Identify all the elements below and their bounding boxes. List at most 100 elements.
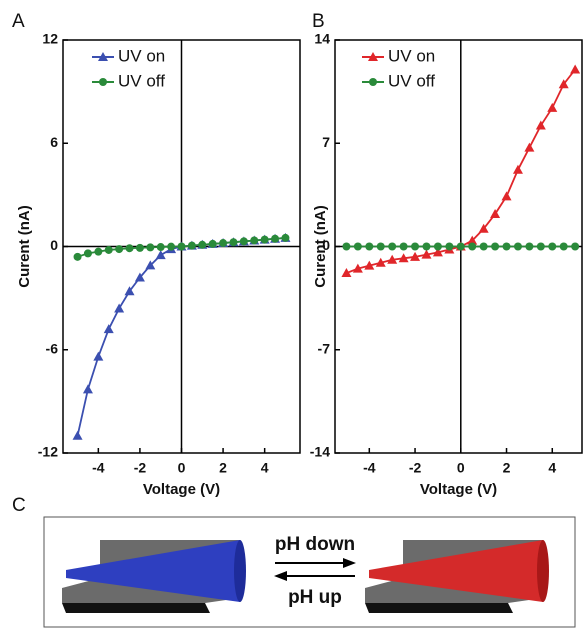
arrow-label: pH down	[275, 534, 355, 555]
marker	[155, 250, 166, 260]
x-tick-label: 2	[503, 460, 511, 476]
y-axis-label: Curent (nA)	[312, 205, 329, 288]
marker	[501, 191, 512, 201]
marker	[353, 242, 362, 251]
marker	[93, 351, 104, 361]
marker	[571, 242, 580, 251]
cone-end	[234, 540, 246, 602]
marker	[82, 384, 93, 394]
marker	[547, 102, 558, 112]
marker	[502, 242, 511, 251]
cone	[369, 540, 543, 602]
x-tick-label: 4	[261, 460, 269, 476]
x-axis-label: Voltage (V)	[420, 481, 497, 498]
cone	[66, 540, 240, 602]
legend-label: UV on	[118, 46, 165, 65]
marker	[375, 257, 386, 267]
marker	[125, 244, 134, 253]
marker	[72, 430, 83, 440]
marker	[512, 164, 523, 174]
marker	[399, 242, 408, 251]
y-tick-label: 7	[322, 134, 330, 150]
marker	[421, 249, 432, 259]
marker	[456, 242, 465, 251]
y-tick-label: 0	[322, 237, 330, 253]
marker	[490, 209, 501, 219]
marker	[83, 249, 92, 258]
marker	[260, 235, 269, 244]
legend-marker	[99, 78, 107, 86]
x-tick-label: 0	[457, 460, 465, 476]
marker	[559, 242, 568, 251]
marker	[177, 242, 186, 251]
marker	[145, 260, 156, 270]
marker	[167, 242, 176, 251]
marker	[376, 242, 385, 251]
marker	[229, 238, 238, 247]
marker	[570, 64, 581, 74]
marker	[432, 247, 443, 257]
marker	[94, 247, 103, 256]
marker	[364, 260, 375, 270]
marker	[341, 268, 352, 278]
marker	[525, 242, 534, 251]
marker	[558, 79, 569, 89]
y-axis-label: Curent (nA)	[16, 205, 33, 288]
marker	[104, 245, 113, 254]
marker	[433, 242, 442, 251]
panel-label: A	[12, 11, 25, 32]
legend-marker	[369, 78, 377, 86]
arrow-head	[274, 571, 287, 581]
marker	[445, 242, 454, 251]
marker	[352, 263, 363, 273]
marker	[187, 241, 196, 250]
x-tick-label: -4	[92, 460, 105, 476]
marker	[281, 233, 290, 242]
marker	[219, 239, 228, 248]
legend-marker	[368, 52, 378, 61]
panel-label: C	[12, 495, 26, 516]
marker	[398, 253, 409, 263]
marker	[135, 243, 144, 252]
marker	[411, 242, 420, 251]
marker	[271, 234, 280, 243]
marker	[468, 242, 477, 251]
diagram: pH down pH up	[43, 516, 576, 628]
marker	[208, 239, 217, 248]
marker	[103, 324, 114, 334]
x-tick-label: 4	[548, 460, 556, 476]
marker	[365, 242, 374, 251]
x-tick-label: -4	[363, 460, 376, 476]
marker	[388, 242, 397, 251]
marker	[124, 286, 135, 296]
marker	[73, 252, 82, 261]
x-axis-label: Voltage (V)	[143, 481, 220, 498]
x-tick-label: -2	[134, 460, 147, 476]
x-tick-label: -2	[409, 460, 422, 476]
legend-label: UV off	[118, 71, 165, 90]
marker	[146, 243, 155, 252]
plate-edge	[365, 603, 513, 613]
x-tick-label: 2	[219, 460, 227, 476]
y-tick-label: -12	[38, 444, 58, 460]
marker	[156, 243, 165, 252]
marker	[524, 142, 535, 152]
marker	[115, 245, 124, 254]
y-tick-label: 14	[314, 31, 330, 47]
marker	[422, 242, 431, 251]
marker	[536, 242, 545, 251]
y-tick-label: -7	[318, 340, 331, 356]
marker	[198, 240, 207, 249]
y-tick-label: 0	[50, 237, 58, 253]
panel-label: B	[312, 11, 325, 32]
marker	[239, 237, 248, 246]
legend-label: UV off	[388, 71, 435, 90]
marker	[342, 242, 351, 251]
marker	[479, 242, 488, 251]
plate-edge	[62, 603, 210, 613]
x-tick-label: 0	[178, 460, 186, 476]
marker	[467, 235, 478, 245]
arrow-label: pH up	[288, 587, 342, 608]
y-tick-label: -14	[310, 444, 330, 460]
